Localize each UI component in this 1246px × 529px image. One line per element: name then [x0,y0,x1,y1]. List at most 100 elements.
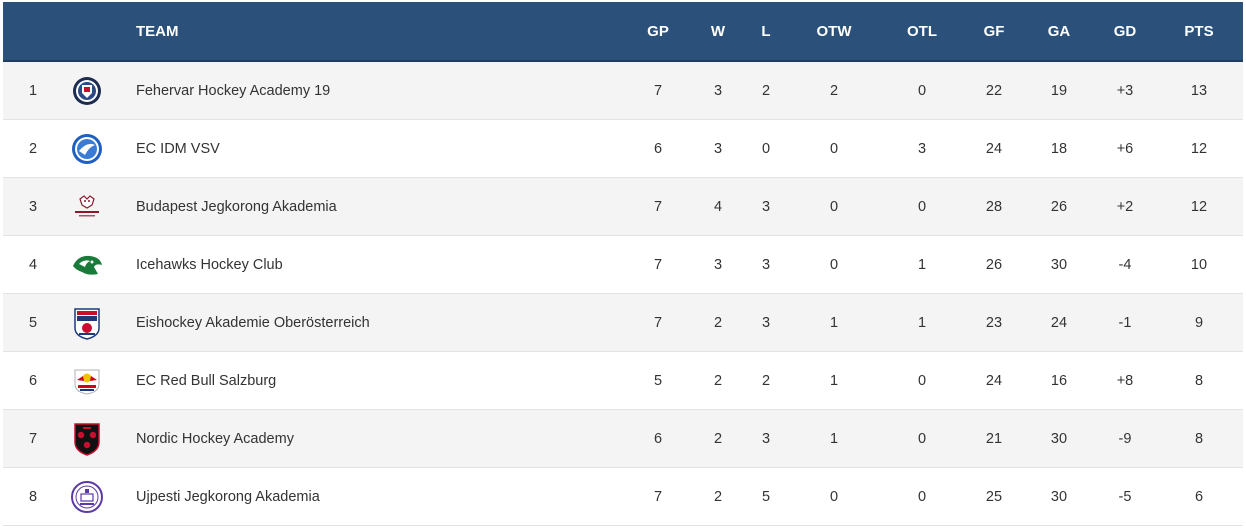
table-row: 2 EC IDM VSV 6 3 0 0 3 24 18 +6 12 [3,120,1243,178]
gp-cell: 7 [653,82,663,99]
table-row: 5 Eishockey Akademie Oberösterreich 7 2 … [3,294,1243,352]
pts-cell: 6 [1194,488,1204,505]
ga-cell: 24 [1050,314,1068,331]
table-row: 8 Ujpesti Jegkorong Akademia 7 2 5 0 0 2… [3,468,1243,526]
header-team[interactable]: TEAM [136,22,179,40]
otl-cell: 1 [917,314,927,331]
team-name[interactable]: Fehervar Hockey Academy 19 [136,82,331,99]
gd-cell: -9 [1118,430,1132,447]
otw-cell: 0 [829,256,839,273]
gf-cell: 24 [985,372,1003,389]
otl-cell: 0 [917,488,927,505]
gf-cell: 23 [985,314,1003,331]
ga-cell: 30 [1050,488,1068,505]
ga-cell: 18 [1050,140,1068,157]
ga-cell: 30 [1050,256,1068,273]
w-cell: 3 [713,82,723,99]
gd-cell: -5 [1118,488,1132,505]
ga-cell: 19 [1050,82,1068,99]
ooe-akademie-logo-icon[interactable] [63,306,111,340]
team-name[interactable]: Icehawks Hockey Club [136,256,283,273]
w-cell: 3 [713,140,723,157]
otw-cell: 1 [829,372,839,389]
fehervar-logo-icon[interactable] [63,76,111,106]
rank-cell: 3 [28,198,38,215]
icehawks-logo-icon[interactable] [63,252,111,278]
rank-cell: 5 [28,314,38,331]
l-cell: 2 [761,82,771,99]
gf-cell: 21 [985,430,1003,447]
red-bull-logo-icon[interactable] [63,366,111,396]
pts-cell: 8 [1194,430,1204,447]
header-l[interactable]: L [761,22,771,40]
rank-cell: 2 [28,140,38,157]
l-cell: 3 [761,430,771,447]
w-cell: 4 [713,198,723,215]
table-row: 1 Fehervar Hockey Academy 19 7 3 2 2 0 2… [3,62,1243,120]
otw-cell: 0 [829,140,839,157]
gf-cell: 24 [985,140,1003,157]
rank-cell: 1 [28,82,38,99]
pts-cell: 12 [1190,198,1208,215]
header-pts[interactable]: PTS [1184,22,1214,40]
gp-cell: 6 [653,140,663,157]
w-cell: 3 [713,256,723,273]
pts-cell: 9 [1194,314,1204,331]
vsv-logo-icon[interactable] [63,133,111,165]
header-gp[interactable]: GP [647,22,669,40]
header-otl[interactable]: OTL [907,22,937,40]
l-cell: 3 [761,256,771,273]
otl-cell: 0 [917,372,927,389]
rank-cell: 8 [28,488,38,505]
header-gf[interactable]: GF [983,22,1005,40]
rank-cell: 4 [28,256,38,273]
team-name[interactable]: Nordic Hockey Academy [136,430,294,447]
pts-cell: 12 [1190,140,1208,157]
header-ga[interactable]: GA [1047,22,1071,40]
team-name[interactable]: Eishockey Akademie Oberösterreich [136,314,370,331]
budapest-logo-icon[interactable] [63,193,111,221]
team-name[interactable]: EC Red Bull Salzburg [136,372,277,389]
otl-cell: 1 [917,256,927,273]
gf-cell: 28 [985,198,1003,215]
ga-cell: 16 [1050,372,1068,389]
otl-cell: 3 [917,140,927,157]
gd-cell: +6 [1116,140,1134,157]
header-otw[interactable]: OTW [816,22,852,40]
w-cell: 2 [713,372,723,389]
ga-cell: 26 [1050,198,1068,215]
l-cell: 3 [761,198,771,215]
header-gd[interactable]: GD [1113,22,1137,40]
gd-cell: -4 [1118,256,1132,273]
w-cell: 2 [713,314,723,331]
header-w[interactable]: W [710,22,726,40]
gf-cell: 25 [985,488,1003,505]
team-name[interactable]: Budapest Jegkorong Akademia [136,198,337,215]
gp-cell: 6 [653,430,663,447]
rank-cell: 6 [28,372,38,389]
l-cell: 2 [761,372,771,389]
nordic-logo-icon[interactable] [63,422,111,456]
otl-cell: 0 [917,82,927,99]
table-header: TEAM GP W L OTW OTL GF GA GD PTS [3,2,1243,62]
standings-table: TEAM GP W L OTW OTL GF GA GD PTS 1 Feher… [3,2,1243,526]
gp-cell: 5 [653,372,663,389]
gd-cell: +2 [1116,198,1134,215]
otw-cell: 1 [829,314,839,331]
gf-cell: 26 [985,256,1003,273]
gf-cell: 22 [985,82,1003,99]
otw-cell: 1 [829,430,839,447]
gp-cell: 7 [653,256,663,273]
pts-cell: 13 [1190,82,1208,99]
pts-cell: 10 [1190,256,1208,273]
gp-cell: 7 [653,198,663,215]
team-name[interactable]: EC IDM VSV [136,140,220,157]
team-name[interactable]: Ujpesti Jegkorong Akademia [136,488,320,505]
rank-cell: 7 [28,430,38,447]
otl-cell: 0 [917,198,927,215]
l-cell: 0 [761,140,771,157]
ujpesti-logo-icon[interactable] [63,480,111,513]
otw-cell: 0 [829,198,839,215]
w-cell: 2 [713,430,723,447]
gp-cell: 7 [653,314,663,331]
